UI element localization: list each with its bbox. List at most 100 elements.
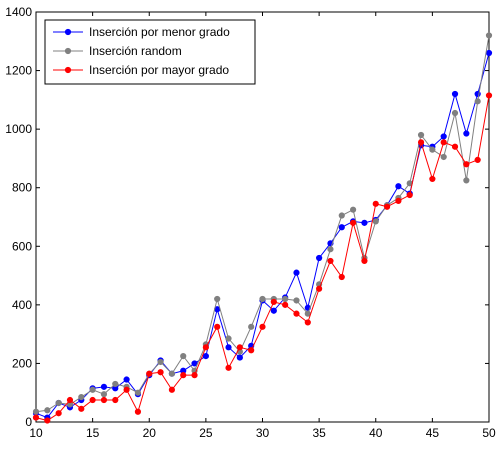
data-point [338, 212, 345, 219]
data-point [327, 257, 334, 265]
data-point [112, 396, 119, 404]
data-point [372, 200, 379, 207]
data-point [350, 219, 357, 226]
data-point [100, 383, 108, 390]
data-point [123, 386, 130, 393]
data-point [451, 109, 459, 117]
data-point [225, 335, 232, 342]
data-point [395, 183, 402, 190]
data-point [429, 146, 436, 153]
data-point [440, 139, 447, 146]
data-point [214, 295, 221, 303]
data-point [123, 376, 130, 383]
data-point [282, 301, 289, 308]
data-point [406, 191, 413, 199]
data-point [474, 156, 481, 163]
data-point [417, 139, 425, 146]
data-point [168, 386, 175, 393]
data-point [55, 410, 62, 417]
data-point [44, 417, 51, 424]
data-point [316, 285, 323, 292]
data-point [202, 353, 209, 360]
data-point [89, 386, 96, 393]
data-point [168, 370, 175, 377]
legend-swatch-marker [64, 28, 72, 36]
data-point [157, 358, 164, 366]
data-point [146, 370, 153, 377]
data-point [191, 372, 198, 379]
x-tick-label: 40 [369, 426, 383, 440]
data-point [214, 323, 221, 330]
data-point [463, 177, 470, 184]
data-point [361, 257, 368, 265]
y-tick-label: 1400 [5, 5, 32, 19]
data-point [463, 130, 470, 137]
data-point [191, 360, 198, 367]
data-point [32, 408, 40, 415]
legend-box [44, 19, 256, 85]
x-tick-label: 15 [86, 426, 100, 440]
data-point [44, 407, 51, 414]
data-point [225, 364, 232, 371]
y-tick-label: 400 [12, 298, 32, 312]
data-point [372, 218, 379, 225]
data-point [134, 389, 142, 396]
data-point [485, 49, 493, 57]
data-point [395, 197, 402, 204]
data-point [134, 408, 142, 415]
data-point [248, 347, 255, 354]
data-point [259, 295, 266, 303]
data-point [451, 90, 459, 98]
data-point [248, 323, 255, 330]
data-point [66, 396, 74, 404]
data-point [236, 354, 243, 361]
legend-label: Inserción por menor grado [89, 25, 230, 39]
legend-swatch-marker [64, 47, 72, 55]
data-point [485, 92, 493, 99]
data-point [32, 414, 40, 421]
data-point [112, 380, 119, 388]
y-tick-label: 0 [25, 415, 32, 429]
data-point [316, 254, 323, 262]
data-point [225, 344, 232, 351]
data-point [282, 295, 289, 303]
data-point [157, 369, 164, 376]
x-tick-label: 35 [312, 426, 326, 440]
data-point [259, 323, 266, 330]
data-point [350, 206, 357, 213]
data-point [440, 133, 447, 140]
data-point [236, 344, 243, 351]
x-tick-label: 30 [256, 426, 270, 440]
data-point [451, 143, 459, 150]
x-tick-label: 10 [29, 426, 43, 440]
y-tick-label: 600 [12, 239, 32, 253]
data-point [100, 396, 108, 404]
data-point [361, 219, 368, 226]
data-point [474, 98, 481, 105]
data-point [463, 161, 470, 168]
data-point [383, 203, 391, 210]
data-point [180, 353, 187, 360]
data-point [429, 175, 436, 183]
x-tick-label: 50 [482, 426, 496, 440]
x-tick-label: 45 [426, 426, 440, 440]
data-point [417, 131, 425, 139]
data-point [293, 297, 300, 304]
y-tick-label: 1000 [5, 122, 32, 136]
data-point [78, 394, 85, 401]
legend-label: Inserción random [89, 44, 182, 58]
data-point [100, 391, 108, 398]
data-point [270, 298, 277, 306]
data-point [485, 32, 493, 39]
data-point [293, 310, 300, 317]
data-point [338, 273, 345, 281]
legend-swatch-marker [64, 66, 72, 74]
data-point [202, 344, 209, 351]
y-tick-label: 200 [12, 356, 32, 370]
data-point [338, 224, 345, 231]
x-tick-label: 20 [143, 426, 157, 440]
data-point [78, 405, 85, 412]
data-point [293, 269, 300, 276]
